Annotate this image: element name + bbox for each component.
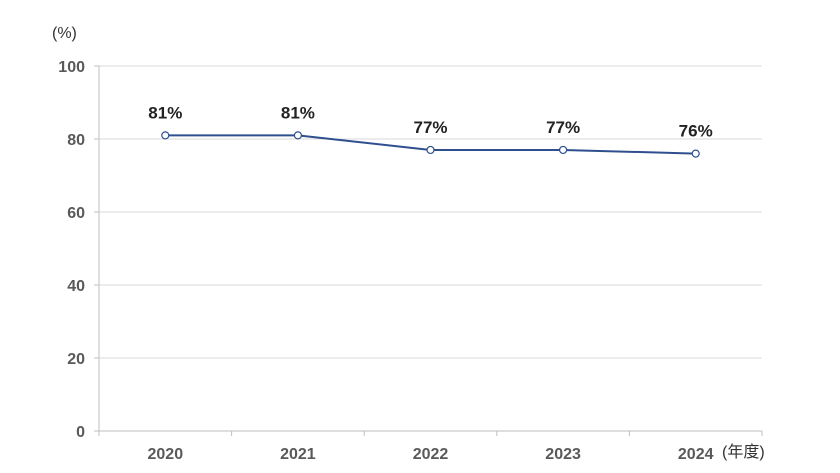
x-tick-label: 2022 xyxy=(413,446,449,463)
x-tick-label: 2021 xyxy=(280,446,316,463)
data-label: 76% xyxy=(679,122,713,141)
data-point xyxy=(161,131,170,140)
x-axis-ticks: 2020 2021 2022 2023 2024 xyxy=(98,431,763,463)
y-tick-label: 80 xyxy=(67,132,85,149)
grid-lines xyxy=(99,65,762,359)
y-tick-label: 40 xyxy=(67,278,85,295)
x-axis-unit-label: (年度) xyxy=(722,443,765,461)
data-labels: 81% 81% 77% 77% 76% xyxy=(148,103,712,140)
y-tick-label: 100 xyxy=(58,59,85,76)
y-tick-label: 20 xyxy=(67,351,85,368)
y-tick-label: 60 xyxy=(67,205,85,222)
data-label: 77% xyxy=(546,118,580,137)
data-label: 81% xyxy=(148,103,182,122)
data-point xyxy=(691,149,700,158)
data-label: 77% xyxy=(413,118,447,137)
y-axis-ticks: 0 20 40 60 80 100 xyxy=(58,59,99,441)
y-tick-label: 0 xyxy=(76,424,85,441)
y-axis-unit-label: (%) xyxy=(52,25,77,42)
data-point xyxy=(426,145,435,155)
x-tick-label: 2024 xyxy=(678,446,714,463)
data-point xyxy=(558,145,568,155)
data-point xyxy=(293,131,302,140)
x-tick-label: 2023 xyxy=(545,446,581,463)
x-tick-label: 2020 xyxy=(148,446,184,463)
data-label: 81% xyxy=(281,103,315,122)
data-points xyxy=(161,131,700,158)
